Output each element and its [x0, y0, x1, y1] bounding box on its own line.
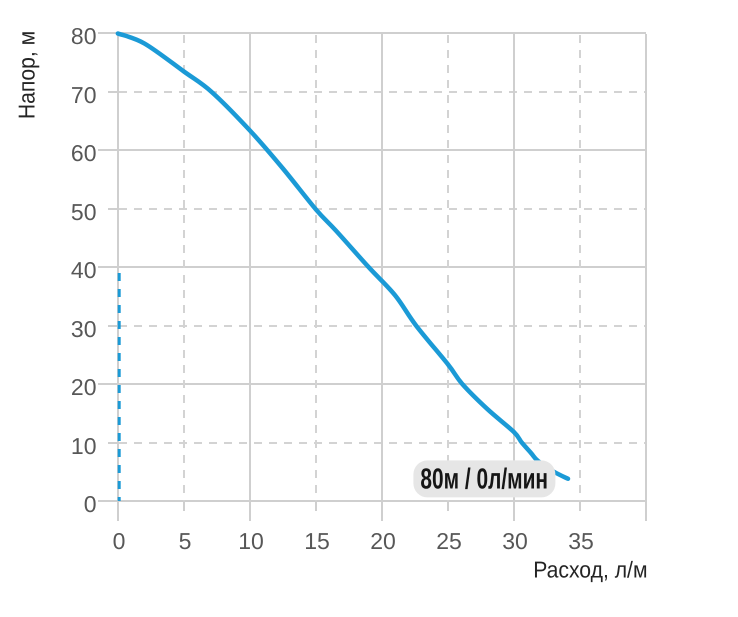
svg-text:40: 40 [71, 257, 97, 283]
svg-text:0: 0 [84, 491, 97, 517]
svg-text:5: 5 [179, 528, 192, 554]
svg-text:50: 50 [71, 199, 97, 225]
svg-text:60: 60 [71, 140, 97, 166]
svg-text:10: 10 [238, 528, 264, 554]
svg-text:Расход, л/м: Расход, л/м [533, 557, 647, 583]
svg-text:30: 30 [502, 528, 528, 554]
svg-text:10: 10 [71, 433, 97, 459]
svg-text:Напор, м: Напор, м [14, 31, 40, 119]
svg-text:70: 70 [71, 82, 97, 108]
svg-text:0: 0 [113, 528, 126, 554]
svg-text:80м / 0л/мин: 80м / 0л/мин [420, 464, 548, 496]
svg-text:35: 35 [568, 528, 594, 554]
svg-text:20: 20 [71, 374, 97, 400]
svg-text:20: 20 [370, 528, 396, 554]
svg-text:25: 25 [436, 528, 462, 554]
svg-text:15: 15 [304, 528, 330, 554]
svg-text:80: 80 [71, 23, 97, 49]
svg-text:30: 30 [71, 316, 97, 342]
